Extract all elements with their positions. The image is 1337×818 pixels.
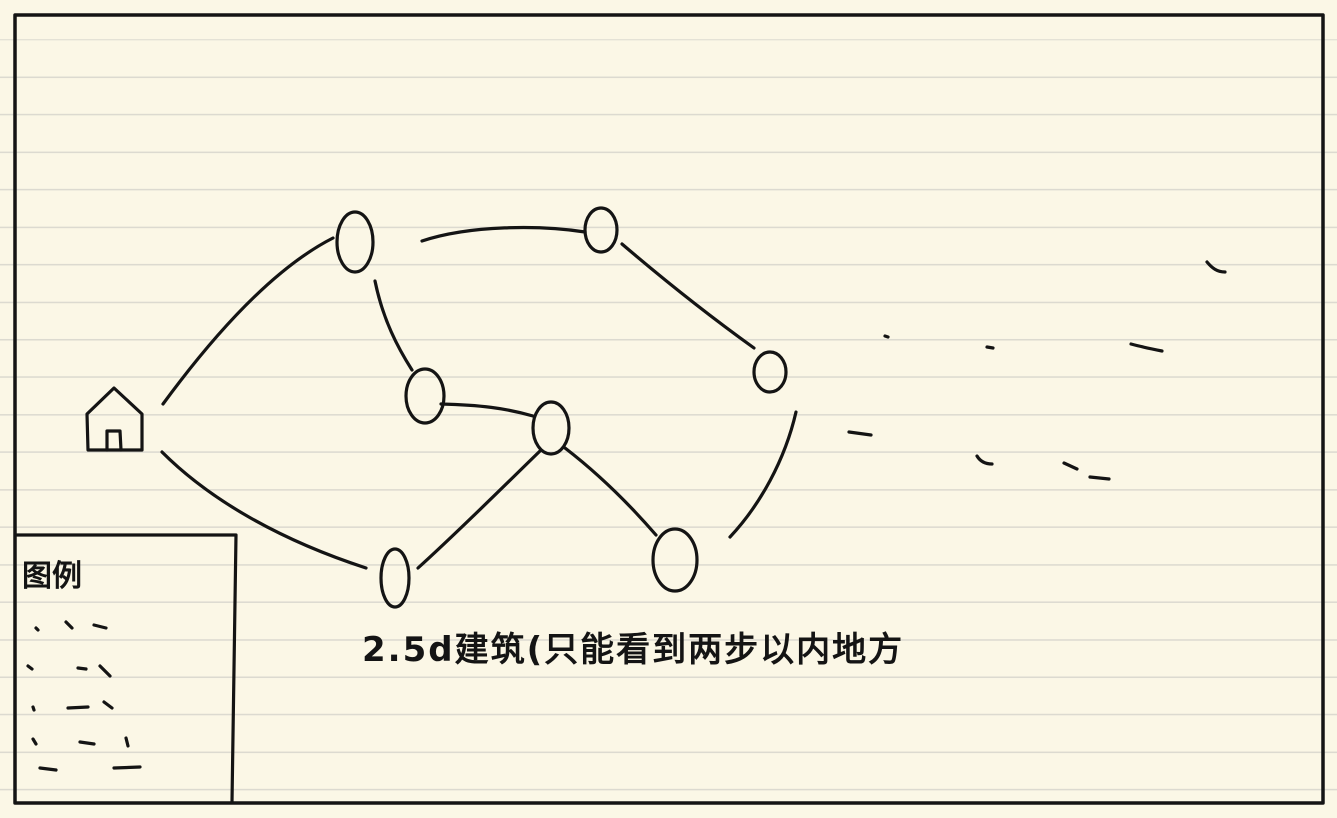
node-c xyxy=(404,367,446,425)
edge-e-g xyxy=(563,446,658,537)
node-a xyxy=(335,210,375,274)
edge-house-a xyxy=(161,236,335,406)
house-icon xyxy=(85,386,144,452)
edge-c-e xyxy=(439,402,535,418)
edge-a-c xyxy=(373,279,414,372)
edge-d-g xyxy=(728,410,798,539)
edge-a-b xyxy=(420,225,587,243)
node-g xyxy=(651,527,699,593)
node-b xyxy=(583,206,619,254)
node-d xyxy=(752,350,788,394)
edge-b-d xyxy=(620,242,756,350)
node-e xyxy=(531,400,571,456)
outer-frame xyxy=(13,13,1325,805)
legend-title: 图例 xyxy=(22,559,82,594)
caption-text: 2.5d建筑(只能看到两步以内地方 xyxy=(362,630,904,670)
graph-edges xyxy=(160,225,798,570)
graph-nodes xyxy=(335,206,788,609)
edge-f-e xyxy=(416,449,542,570)
edge-house-f xyxy=(160,450,368,570)
scattered-dash-marks xyxy=(847,260,1227,481)
legend-dash-samples xyxy=(26,620,142,772)
legend-box xyxy=(15,533,238,804)
node-f xyxy=(379,547,411,609)
